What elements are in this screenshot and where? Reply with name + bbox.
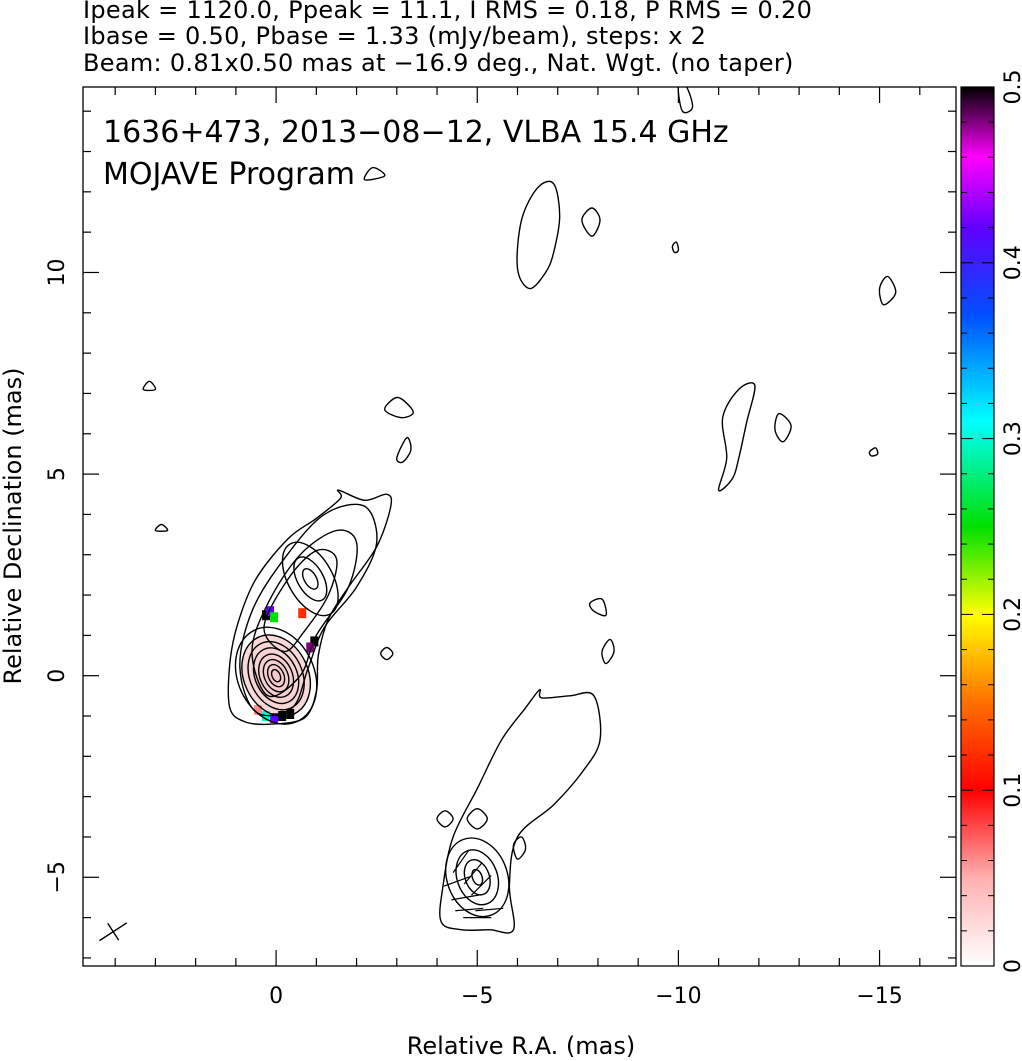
y-tick-label: −5 bbox=[45, 861, 70, 893]
x-tick-label: −5 bbox=[461, 984, 493, 1009]
contour-mid-blob-2 bbox=[396, 437, 412, 464]
contour-tiny-5 bbox=[154, 523, 169, 532]
polarization-vector bbox=[452, 849, 470, 873]
beam-minor-axis bbox=[107, 922, 120, 941]
polarization-vector bbox=[463, 862, 483, 885]
y-axis-title: Relative Declination (mas) bbox=[0, 367, 27, 684]
polarization-pixel bbox=[266, 606, 275, 617]
contour-core-jet-envelope bbox=[227, 489, 393, 726]
contour-core-level-7 bbox=[266, 663, 286, 688]
contour-east-blob-2 bbox=[774, 412, 792, 443]
source-annotation: 1636+473, 2013−08−12, VLBA 15.4 GHz bbox=[103, 115, 729, 150]
core-intensity-fill bbox=[241, 634, 311, 717]
contour-southern-component-level-1 bbox=[445, 837, 510, 918]
contour-small-ring-2 bbox=[436, 810, 454, 828]
contour-east-blob bbox=[717, 382, 756, 492]
colorbar-frame bbox=[960, 86, 995, 967]
header-base-line: Ibase = 0.50, Pbase = 1.33 (mJy/beam), s… bbox=[83, 22, 707, 50]
polarization-pixel bbox=[262, 610, 271, 621]
header-beam-line: Beam: 0.81x0.50 mas at −16.9 deg., Nat. … bbox=[83, 49, 794, 77]
polarization-pixel bbox=[270, 612, 279, 623]
polarization-pixel bbox=[270, 713, 279, 724]
contour-core-level-3 bbox=[247, 640, 305, 711]
contour-jet-knot-level-2 bbox=[293, 556, 328, 602]
contour-core-level-8 bbox=[270, 668, 282, 683]
colorbar: 0 0.1 0.2 0.3 0.4 0.5 bbox=[960, 70, 1022, 973]
colorbar-tick-label: 0.1 bbox=[1001, 773, 1022, 808]
contour-small-ring-4 bbox=[512, 836, 527, 860]
polarization-vector bbox=[470, 875, 492, 896]
colorbar-scale bbox=[961, 87, 994, 966]
contour-tiny-6 bbox=[363, 166, 386, 181]
contour-core-level-1 bbox=[234, 626, 318, 725]
contour-jet-inner-3 bbox=[263, 548, 338, 653]
contour-jet-inner-1 bbox=[239, 503, 378, 717]
contour-northeast-blob-2 bbox=[581, 207, 601, 237]
contour-far-east-blob bbox=[878, 275, 897, 306]
contour-tiny-2 bbox=[671, 241, 680, 254]
contour-jet-knot-level-1 bbox=[281, 541, 339, 617]
contour-mid-blob-1 bbox=[384, 396, 414, 419]
contour-core-level-2 bbox=[241, 634, 312, 718]
colorbar-tick-label: 0.3 bbox=[1001, 421, 1022, 456]
colorbar-tick-label: 0.2 bbox=[1001, 597, 1022, 632]
polarization-vector bbox=[475, 907, 504, 912]
contour-tiny-4 bbox=[142, 380, 157, 392]
contour-core-level-5 bbox=[257, 653, 295, 698]
x-tick-label: −10 bbox=[655, 984, 701, 1009]
contour-core-level-4 bbox=[252, 647, 300, 705]
polarization-pixel bbox=[286, 708, 295, 719]
x-tick-label: −15 bbox=[856, 984, 902, 1009]
map-area bbox=[99, 87, 897, 942]
polarization-pixel bbox=[298, 608, 307, 619]
contour-southern-envelope bbox=[439, 688, 602, 934]
contour-mid-blob-3 bbox=[588, 597, 608, 617]
contour-tiny-1 bbox=[868, 447, 879, 457]
program-annotation: MOJAVE Program bbox=[103, 157, 355, 192]
contour-southern-component-level-2 bbox=[455, 849, 500, 906]
polarization-vector bbox=[443, 875, 471, 887]
y-tick-label: 10 bbox=[45, 258, 70, 286]
contour-small-ring-1 bbox=[379, 646, 394, 661]
plot-border bbox=[82, 86, 957, 967]
x-axis-title: Relative R.A. (mas) bbox=[407, 1032, 635, 1060]
contour-mid-blob-4 bbox=[601, 638, 615, 665]
y-tick-label: 0 bbox=[45, 669, 70, 683]
y-tick-label: 5 bbox=[45, 467, 70, 481]
contour-northeast-blob bbox=[516, 180, 561, 290]
colorbar-tick-label: 0.4 bbox=[1001, 245, 1022, 280]
polarization-pixel bbox=[306, 642, 315, 653]
contour-southern-component-level-4 bbox=[471, 868, 484, 886]
contour-tiny-3 bbox=[677, 87, 694, 114]
contour-small-ring-3 bbox=[466, 807, 489, 830]
polarization-vector bbox=[451, 894, 480, 901]
x-tick-label: 0 bbox=[269, 984, 283, 1009]
header-peak-line: Ipeak = 1120.0, Ppeak = 11.1, I RMS = 0.… bbox=[83, 0, 813, 24]
plot-frame: 0 −5 −10 −15 −5 0 5 10 bbox=[45, 86, 957, 1009]
contour-jet-knot-level-3 bbox=[301, 567, 319, 590]
polarization-pixel bbox=[310, 636, 319, 647]
polarization-pixel bbox=[254, 704, 263, 715]
polarization-vector bbox=[455, 907, 484, 912]
colorbar-tick-label: 0.5 bbox=[1001, 70, 1022, 105]
colorbar-tick-label: 0 bbox=[1001, 959, 1022, 973]
contour-core-level-6 bbox=[262, 658, 290, 693]
